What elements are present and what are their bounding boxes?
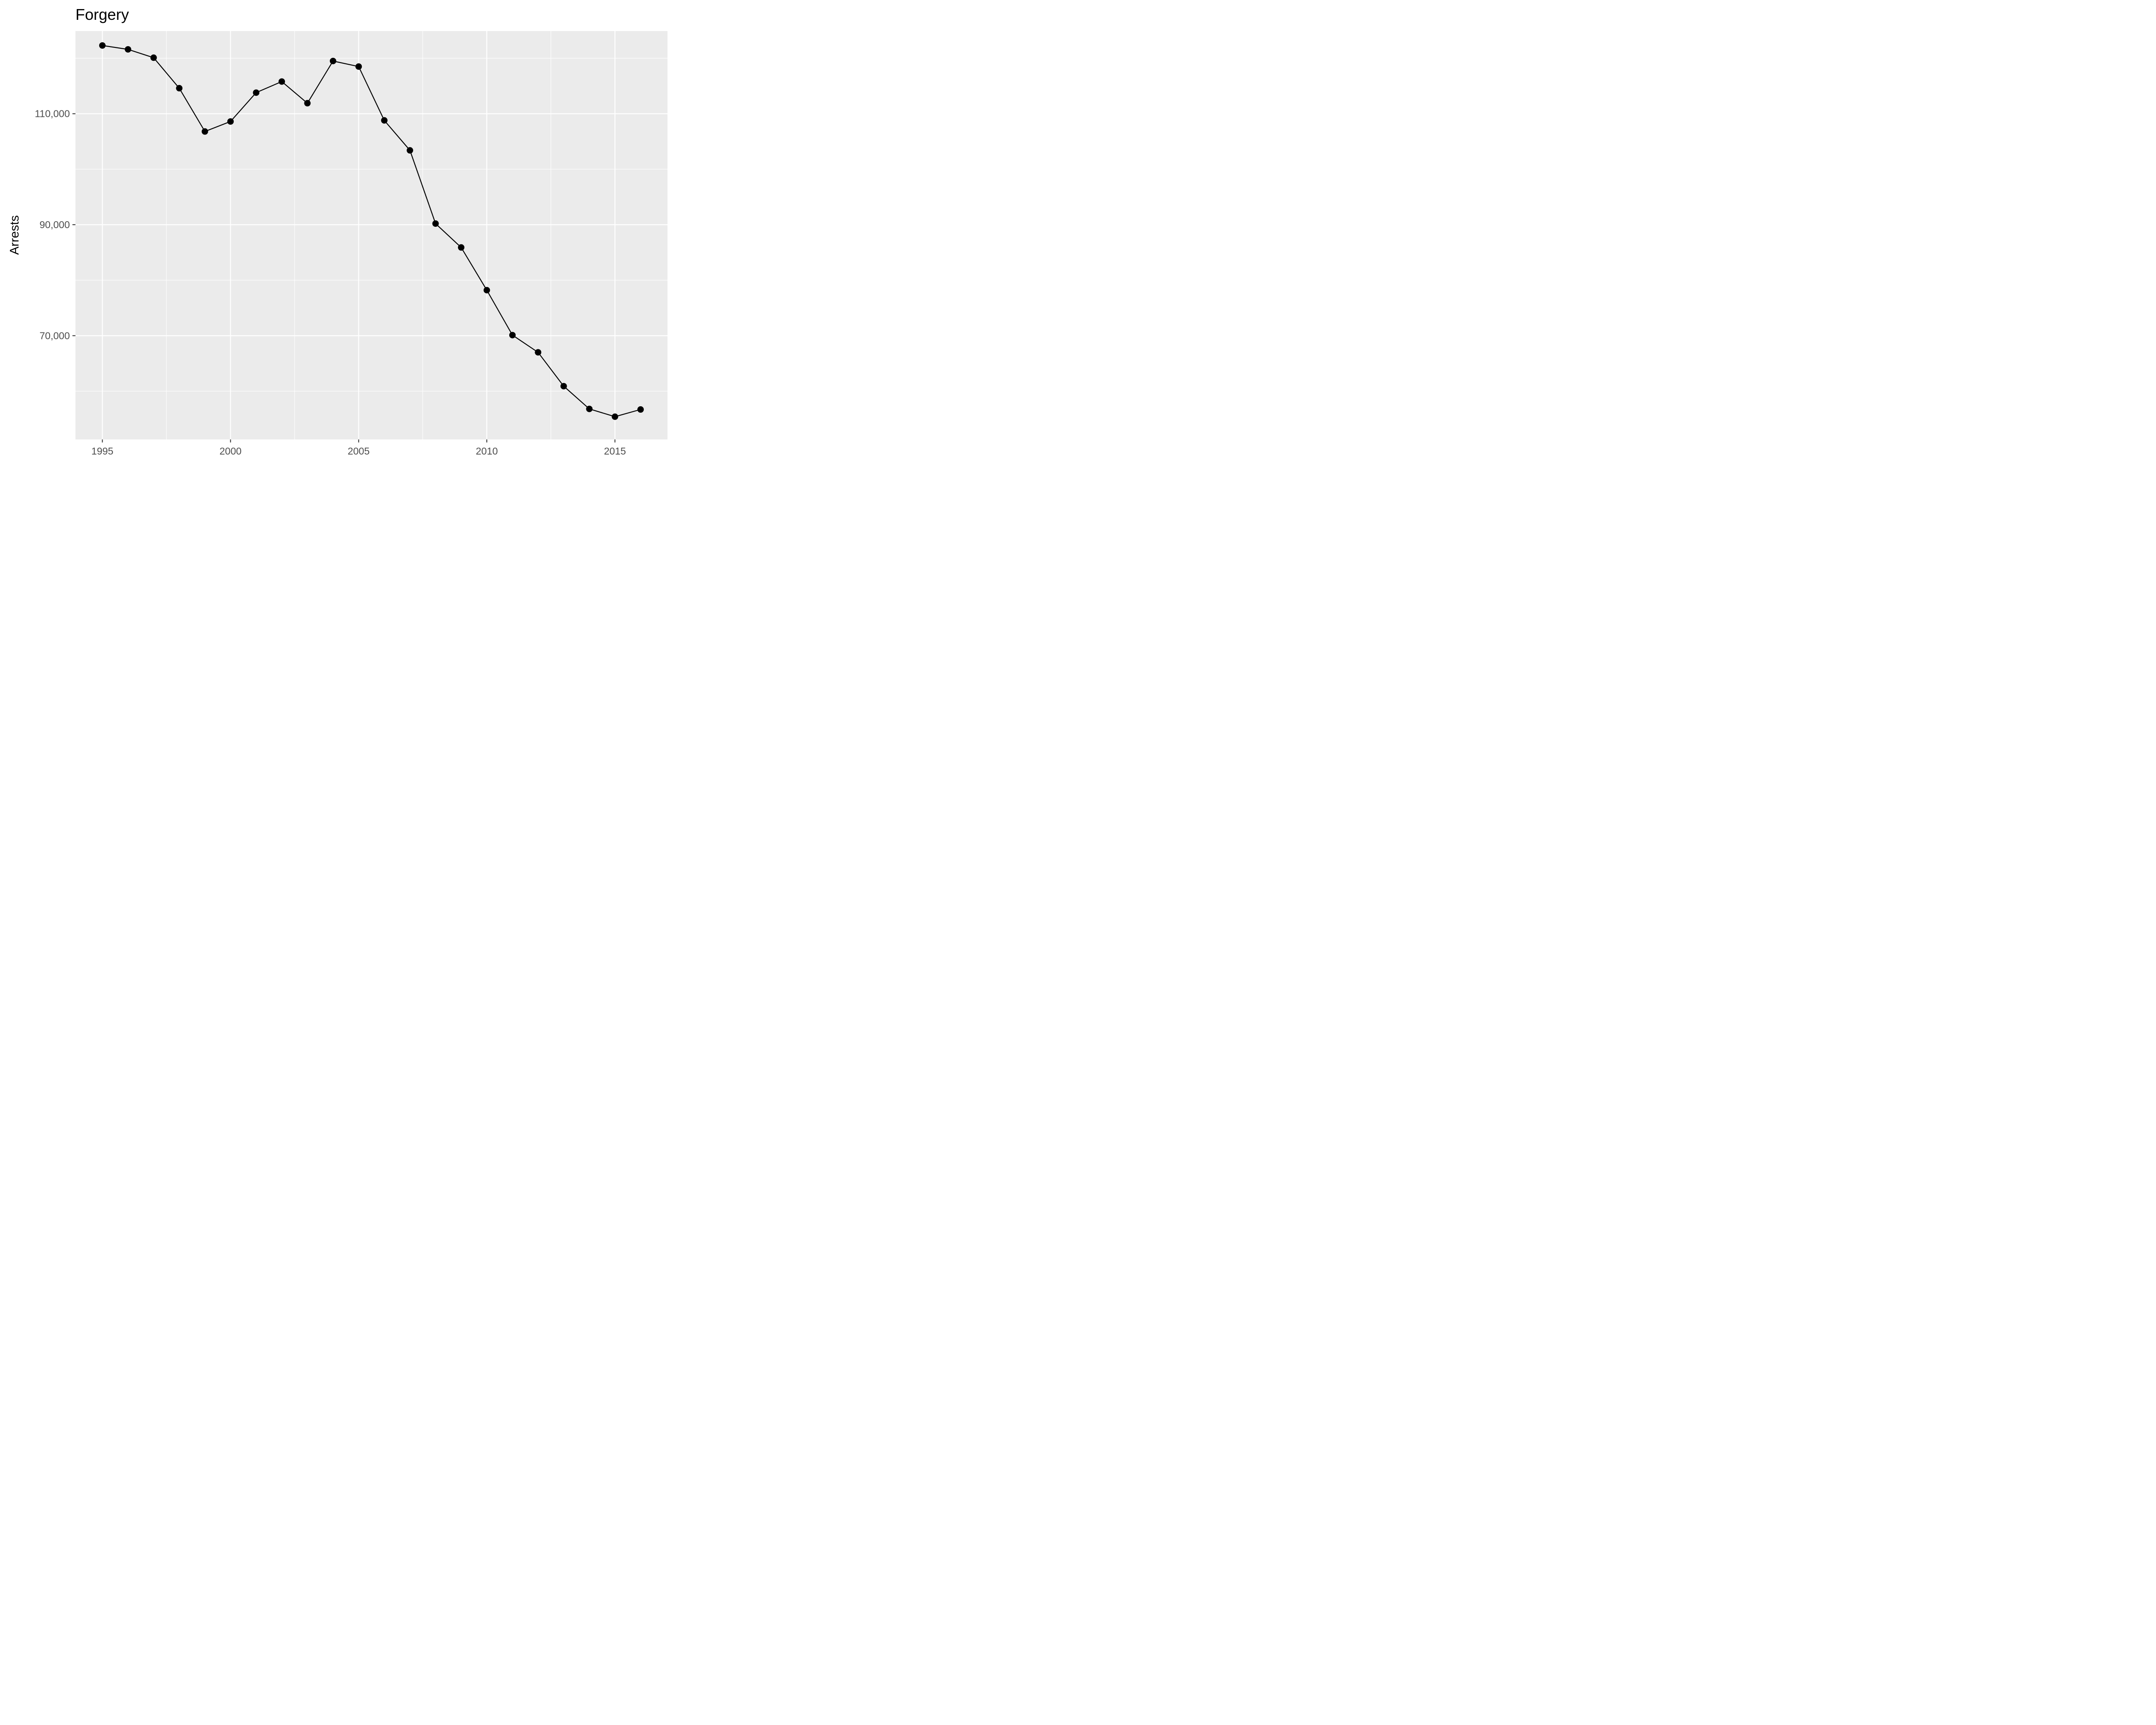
data-series: [99, 42, 644, 420]
data-point: [227, 118, 234, 125]
data-point: [458, 244, 465, 251]
y-tick-label: 70,000: [40, 330, 70, 341]
x-axis: 1995 2000 2005 2010 2015: [91, 439, 626, 457]
x-tick-label: 2015: [604, 445, 626, 457]
major-gridlines: [75, 31, 667, 439]
data-point: [381, 117, 388, 124]
data-point: [483, 287, 490, 294]
data-point: [99, 42, 106, 49]
data-point: [586, 405, 593, 412]
data-point: [278, 78, 285, 85]
data-point: [176, 85, 183, 92]
data-point: [637, 406, 644, 413]
data-point: [201, 128, 208, 135]
line-chart: Forgery 70,000 90,000 110,000 1995 2000 2005…: [8, 6, 667, 457]
minor-gridlines: [75, 31, 667, 439]
data-point: [125, 46, 132, 53]
x-tick-label: 2010: [476, 445, 498, 457]
y-tick-label: 90,000: [40, 219, 70, 230]
data-point: [432, 220, 439, 227]
x-tick-label: 1995: [91, 445, 113, 457]
series-line: [102, 45, 641, 417]
x-tick-label: 2005: [348, 445, 370, 457]
data-point: [611, 413, 618, 420]
data-point: [535, 349, 542, 356]
x-tick-label: 2000: [219, 445, 241, 457]
data-point: [304, 100, 311, 107]
plot-panel: [75, 31, 667, 439]
y-axis: 70,000 90,000 110,000: [35, 108, 75, 341]
y-tick-label: 110,000: [35, 108, 70, 119]
data-point: [253, 89, 260, 96]
data-point: [407, 147, 414, 154]
data-point: [329, 57, 336, 64]
data-point: [509, 332, 516, 339]
data-point: [150, 54, 157, 61]
data-point: [560, 383, 567, 389]
chart-title: Forgery: [75, 6, 129, 23]
data-point: [355, 63, 362, 70]
y-axis-title: Arrests: [8, 215, 22, 255]
